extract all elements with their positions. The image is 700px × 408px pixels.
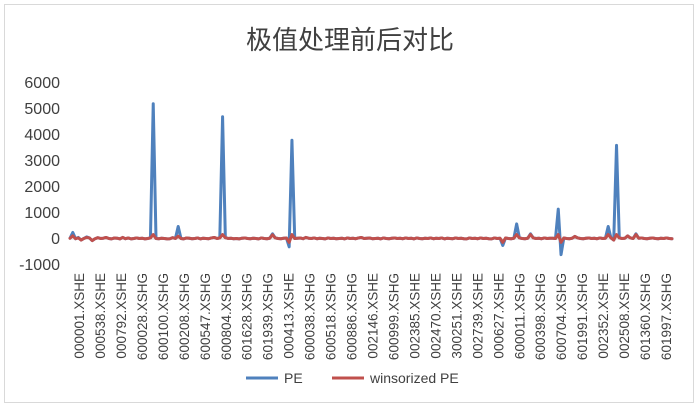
y-tick-label: 4000 [24, 127, 60, 144]
x-tick-label: 000627.XSHE [491, 273, 506, 359]
x-tick-label: 601939.XSHG [261, 273, 276, 360]
x-tick-label: 600704.XSHG [554, 273, 569, 360]
series-line-winsorized-pe [68, 233, 674, 244]
y-tick-label: 3000 [24, 153, 60, 170]
series-line-pe [68, 102, 674, 257]
legend-label: winsorized PE [369, 370, 459, 386]
x-tick-label: 601997.XSHG [659, 273, 674, 360]
x-tick-label: 002470.XSHE [428, 273, 443, 359]
x-tick-label: 600100.XSHG [156, 273, 171, 360]
x-tick-label: 600011.XSHG [512, 273, 527, 359]
x-tick-label: 600804.XSHG [219, 273, 234, 360]
x-tick-label: 002739.XSHE [470, 273, 485, 359]
y-tick-label: 6000 [24, 75, 60, 92]
y-tick-label: 5000 [24, 101, 60, 118]
x-tick-label: 600999.XSHG [386, 273, 401, 360]
x-tick-label: 002352.XSHE [596, 273, 611, 359]
x-axis: 000001.XSHE 000538.XSHE 000792.XSHE 600028.… [72, 273, 674, 360]
x-tick-label: 300251.XSHE [449, 273, 464, 359]
x-tick-label: 601991.XSHG [575, 273, 590, 360]
x-tick-label: 601360.XSHG [638, 273, 653, 360]
chart-title: 极值处理前后对比 [245, 26, 454, 56]
x-tick-label: 000538.XSHE [93, 273, 108, 359]
plot-area [68, 102, 674, 257]
x-tick-label: 600886.XSHG [345, 273, 360, 360]
y-tick-label: 1000 [24, 205, 60, 222]
x-tick-label: 600028.XSHG [135, 273, 150, 360]
x-tick-label: 600547.XSHG [198, 273, 213, 360]
x-tick-label: 600038.XSHG [303, 273, 318, 360]
legend: PE winsorized PE [246, 370, 459, 386]
y-tick-label: 2000 [24, 179, 60, 196]
y-axis: -1000 0 1000 2000 3000 4000 5000 6000 [19, 75, 672, 274]
x-tick-label: 000413.XSHE [282, 273, 297, 359]
chart-frame [4, 4, 694, 403]
x-tick-label: 000792.XSHE [114, 273, 129, 359]
y-tick-label: -1000 [19, 257, 60, 274]
legend-label: PE [284, 370, 303, 386]
x-tick-label: 000001.XSHE [72, 273, 87, 359]
x-tick-label: 002508.XSHE [617, 273, 632, 359]
x-tick-label: 601628.XSHG [240, 273, 255, 360]
x-tick-label: 600398.XSHG [533, 273, 548, 360]
x-tick-label: 600518.XSHG [324, 273, 339, 360]
x-tick-label: 002146.XSHE [366, 273, 381, 359]
x-tick-label: 600208.XSHG [177, 273, 192, 360]
x-tick-label: 002385.XSHE [407, 273, 422, 359]
y-tick-label: 0 [51, 231, 60, 248]
